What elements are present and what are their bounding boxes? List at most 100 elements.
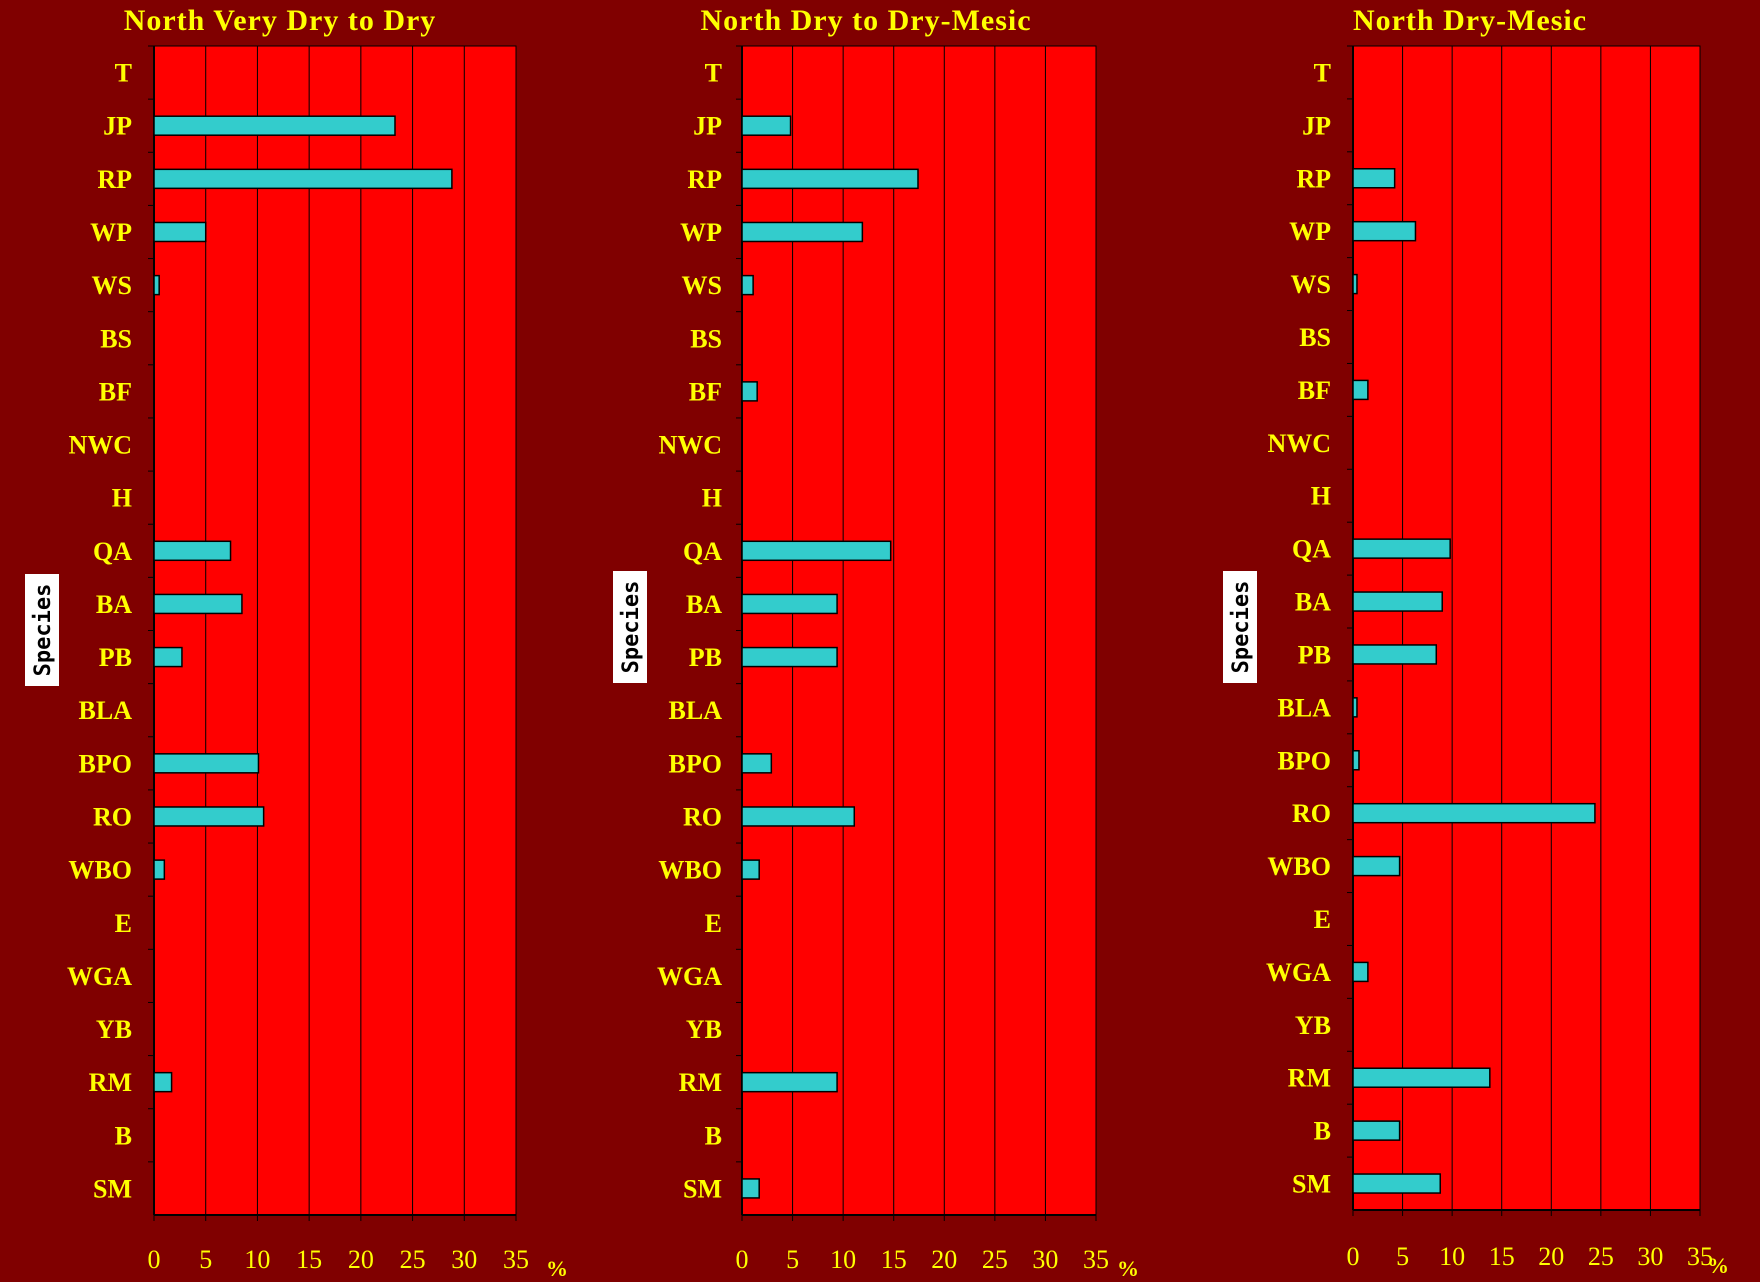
chart-panel-3: North Dry-Mesic 0 5 10 15 20 25 30 35% Species T JP… <box>1223 4 1729 1278</box>
bar-wp <box>1352 220 1417 242</box>
category-label: WP <box>680 218 722 247</box>
x-tick-label: 10 <box>830 1245 856 1274</box>
bar-ro <box>1352 802 1596 824</box>
category-label: WS <box>682 271 722 300</box>
bar-pb <box>1352 644 1438 665</box>
x-tick-label: 5 <box>1396 1242 1409 1271</box>
category-label: T <box>115 59 132 88</box>
category-label: WGA <box>67 962 132 991</box>
bar-rm <box>1352 1067 1491 1088</box>
x-tick-label: 15 <box>296 1245 322 1274</box>
category-label: H <box>112 484 132 513</box>
bar-ws <box>741 274 754 296</box>
bar-bf <box>741 381 758 402</box>
plot-area <box>741 45 1097 1216</box>
bar-ba <box>741 593 838 615</box>
x-unit-label: % <box>1707 1253 1729 1278</box>
bar-ro <box>153 806 265 827</box>
category-label: BF <box>99 377 132 406</box>
bar-b <box>1352 1120 1401 1141</box>
category-label: BA <box>686 590 722 619</box>
category-label: JP <box>103 112 132 141</box>
category-label: NWC <box>1267 429 1331 458</box>
y-axis-label-box <box>1223 571 1257 683</box>
plot-area <box>153 45 517 1216</box>
category-label: WBO <box>658 856 722 885</box>
category-label: RM <box>1288 1064 1331 1093</box>
category-label: B <box>705 1121 722 1150</box>
chart-title: North Very Dry to Dry <box>124 4 437 37</box>
category-label: NWC <box>68 431 132 460</box>
category-label: BF <box>689 377 722 406</box>
bar-rp <box>153 168 453 190</box>
y-axis-label-box <box>613 571 647 683</box>
plot-area <box>1352 45 1701 1211</box>
x-tick-label: 15 <box>881 1245 907 1274</box>
category-label: BS <box>690 324 722 353</box>
bar-sm <box>741 1178 760 1199</box>
x-tick-label: 25 <box>400 1245 426 1274</box>
bar-rm <box>741 1071 838 1093</box>
category-label: WP <box>90 218 132 247</box>
x-tick-label: 30 <box>1637 1242 1663 1271</box>
bar-ba <box>1352 591 1443 612</box>
category-label: BA <box>1295 588 1331 617</box>
chart-title: North Dry to Dry-Mesic <box>700 4 1031 37</box>
category-label: H <box>1311 482 1331 511</box>
category-label: YB <box>96 1015 132 1044</box>
bar-bpo <box>1352 750 1360 771</box>
category-label: NWC <box>658 431 722 460</box>
bar-qa <box>741 540 892 562</box>
x-tick-label: 35 <box>1083 1245 1109 1274</box>
x-unit-label: % <box>1117 1256 1139 1281</box>
bar-wga <box>1352 961 1369 983</box>
x-tick-label: 0 <box>148 1245 161 1274</box>
bar-jp <box>741 115 792 136</box>
bar-wp <box>153 221 207 243</box>
category-label: BLA <box>669 696 723 725</box>
bar-rp <box>741 168 919 190</box>
category-label: RP <box>1296 164 1331 193</box>
chart-title: North Dry-Mesic <box>1353 4 1587 37</box>
x-tick-label: 20 <box>931 1245 957 1274</box>
x-tick-label: 0 <box>736 1245 749 1274</box>
bar-bpo <box>153 753 260 774</box>
bar-bpo <box>741 753 773 774</box>
bar-qa <box>1352 538 1451 559</box>
chart-panel-1: North Very Dry to Dry 0 5 10 15 20 25 30 35 % Spec… <box>25 4 568 1281</box>
category-label: E <box>115 909 132 938</box>
y-axis-label: Species <box>25 574 59 686</box>
bar-ba <box>153 593 243 615</box>
category-label: H <box>702 484 722 513</box>
category-label: WBO <box>1267 852 1331 881</box>
bar-rp <box>1352 168 1396 189</box>
category-label: RO <box>683 802 722 831</box>
chart-panel-2: North Dry to Dry-Mesic 0 5 10 15 20 25 30 35 % Spe… <box>613 4 1139 1281</box>
category-label: RP <box>97 165 132 194</box>
category-label: QA <box>683 537 722 566</box>
category-label: SM <box>93 1174 132 1203</box>
category-label: JP <box>693 112 722 141</box>
x-tick-label: 25 <box>1588 1242 1614 1271</box>
bar-rm <box>153 1071 173 1093</box>
x-tick-label: 10 <box>1439 1242 1465 1271</box>
x-tick-label: 35 <box>1687 1242 1713 1271</box>
category-label: WS <box>1291 270 1331 299</box>
y-axis-label-text: Species <box>619 581 644 674</box>
bar-bla <box>1352 697 1358 718</box>
category-label: E <box>1314 905 1331 934</box>
x-tick-label: 5 <box>786 1245 799 1274</box>
category-label: BLA <box>79 696 133 725</box>
category-label: SM <box>1292 1170 1331 1199</box>
bar-jp <box>153 115 396 136</box>
bar-qa <box>153 540 232 562</box>
category-label: BS <box>100 324 132 353</box>
bar-pb <box>153 646 183 668</box>
x-tick-label: 20 <box>348 1245 374 1274</box>
bar-wbo <box>153 859 166 880</box>
category-label: B <box>1314 1117 1331 1146</box>
x-unit-label: % <box>546 1256 568 1281</box>
category-label: BPO <box>669 749 722 778</box>
category-label: BPO <box>1278 746 1331 775</box>
